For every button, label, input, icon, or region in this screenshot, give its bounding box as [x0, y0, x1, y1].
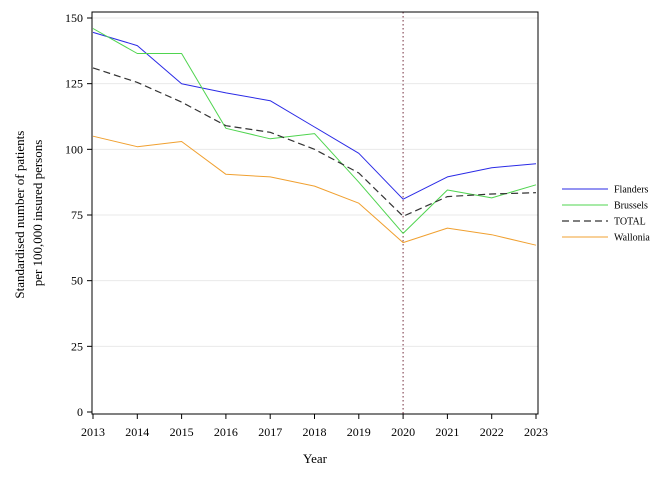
x-tick-label-2013: 2013: [81, 425, 105, 439]
x-tick-label-2019: 2019: [347, 425, 371, 439]
series-line-total: [92, 67, 537, 217]
series-line-flanders: [92, 31, 537, 200]
x-tick-label-2015: 2015: [170, 425, 194, 439]
x-tick-label-2018: 2018: [303, 425, 327, 439]
y-tick-label-75: 75: [71, 208, 83, 222]
legend-label-wallonia: Wallonia: [614, 233, 650, 244]
legend-label-brussels: Brussels: [614, 201, 648, 212]
y-tick-label-25: 25: [71, 339, 83, 353]
x-axis-title: Year: [303, 451, 328, 466]
x-tick-label-2020: 2020: [391, 425, 415, 439]
legend-label-flanders: Flanders: [614, 185, 649, 196]
y-axis-title-line-2: per 100,000 insured persons: [30, 140, 45, 287]
y-axis-title-line-1: Standardised number of patients: [12, 131, 27, 299]
y-tick-label-0: 0: [77, 405, 83, 419]
y-tick-label-125: 125: [65, 77, 83, 91]
x-tick-label-2022: 2022: [480, 425, 504, 439]
series-lines: [92, 28, 537, 246]
legend: Flanders Brussels TOTAL Wallonia: [562, 185, 650, 244]
y-tick-label-100: 100: [65, 142, 83, 156]
y-tick-label-150: 150: [65, 11, 83, 25]
legend-label-total: TOTAL: [614, 217, 646, 228]
series-line-wallonia: [92, 135, 537, 246]
x-tick-label-2014: 2014: [125, 425, 149, 439]
x-tick-label-2023: 2023: [524, 425, 548, 439]
y-axis-ticks: 0 25 50 75 100 125 150: [65, 11, 92, 419]
x-tick-label-2016: 2016: [214, 425, 238, 439]
plot-frame: [91, 11, 539, 415]
x-tick-label-2017: 2017: [258, 425, 282, 439]
gridlines: [92, 17, 538, 347]
x-tick-label-2021: 2021: [435, 425, 459, 439]
x-axis-ticks: 2013 2014 2015 2016 2017 2018 2019 2020 2021 2022…: [81, 414, 548, 439]
series-line-brussels: [92, 28, 537, 234]
y-tick-label-50: 50: [71, 274, 83, 288]
y-axis-title: Standardised number of patients per 100,…: [12, 127, 45, 298]
